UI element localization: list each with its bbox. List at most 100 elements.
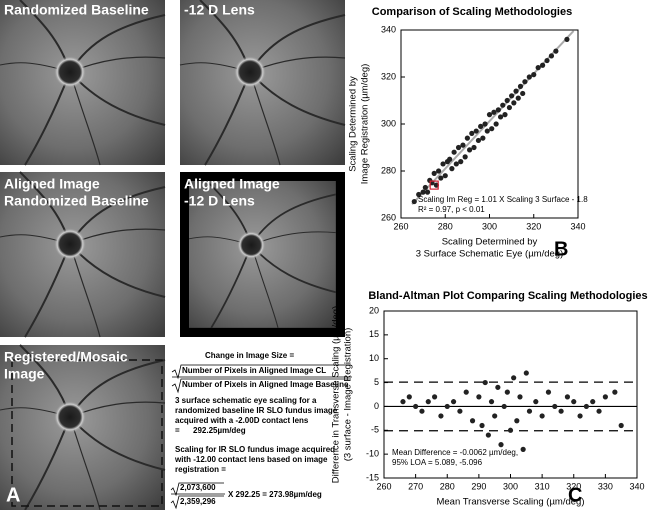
point — [515, 95, 521, 101]
point — [509, 93, 515, 99]
point — [602, 394, 608, 400]
image-label: Randomized Baseline — [4, 1, 149, 17]
numerator: 2,073,600 — [180, 483, 216, 492]
x-tick-label: 260 — [393, 221, 408, 231]
text-line: registration = — [175, 465, 226, 474]
point — [553, 48, 559, 54]
x-tick-label: 330 — [598, 481, 613, 491]
point — [422, 184, 428, 191]
point — [488, 399, 495, 405]
image-label: Registered/Mosaic — [4, 348, 128, 364]
x-tick-label: 340 — [570, 221, 585, 231]
point — [432, 394, 438, 400]
point — [482, 379, 488, 386]
point — [400, 399, 406, 405]
point — [526, 74, 532, 80]
chart-title: Bland-Altman Plot Comparing Scaling Meth… — [368, 290, 647, 302]
text-line: randomized baseline IR SLO fundus image — [175, 406, 338, 415]
point — [442, 173, 448, 179]
y-tick-label: 260 — [381, 212, 396, 222]
point — [444, 403, 450, 410]
point — [480, 135, 486, 141]
point — [479, 422, 485, 429]
point — [473, 128, 479, 134]
point — [504, 389, 510, 395]
y-axis-label: Difference in Transverse Scaling (µm/deg… — [331, 306, 342, 483]
point — [464, 135, 470, 141]
chart-title: Comparison of Scaling Methodologies — [372, 6, 572, 18]
point — [544, 57, 550, 64]
point — [493, 121, 499, 127]
point — [495, 107, 501, 113]
sqrt-sign — [170, 482, 224, 497]
point — [523, 370, 529, 376]
point — [424, 189, 431, 195]
annotation: Scaling Im Reg = 1.01 X Scaling 3 Surfac… — [418, 195, 588, 204]
point — [506, 104, 513, 111]
sqrt-sign — [171, 364, 351, 380]
x-tick-label: 260 — [376, 481, 391, 491]
point — [531, 72, 537, 78]
heading: Change in Image Size = — [205, 351, 294, 360]
point — [463, 389, 469, 395]
annotation: Mean Difference = -0.0062 µm/deg, — [392, 448, 518, 457]
numerator: Number of Pixels in Aligned Image CL — [182, 366, 326, 375]
panel-letter: B — [554, 238, 568, 260]
point — [476, 394, 482, 400]
highlight-marker — [429, 180, 439, 190]
point — [511, 375, 517, 381]
x-tick-label: 300 — [503, 481, 518, 491]
point — [618, 422, 624, 429]
y-tick-label: 300 — [381, 118, 396, 128]
point — [520, 446, 526, 452]
point — [458, 159, 464, 165]
point — [484, 128, 490, 134]
x-tick-label: 290 — [471, 481, 486, 491]
text-line: = 292.25µm/deg — [175, 426, 246, 435]
point — [552, 403, 558, 410]
x-tick-label: 310 — [535, 481, 550, 491]
panel-a: Randomized Baseline -12 D Lens Aligned I… — [0, 0, 346, 510]
x-tick-label: 300 — [482, 221, 497, 231]
point — [500, 102, 506, 108]
x-tick-label: 280 — [438, 221, 453, 231]
point — [495, 384, 501, 390]
point — [485, 432, 491, 438]
point — [436, 168, 442, 174]
point — [535, 65, 541, 71]
point — [416, 191, 422, 198]
point — [462, 154, 468, 160]
y-tick-label: 280 — [381, 165, 396, 175]
point — [469, 130, 475, 136]
point — [590, 399, 596, 405]
y-tick-label: 15 — [369, 329, 379, 339]
point — [466, 147, 473, 153]
point — [540, 62, 546, 68]
point — [469, 418, 476, 424]
point — [486, 112, 493, 118]
image-label: Aligned Image — [184, 175, 280, 191]
point — [507, 427, 514, 433]
y-axis-label: Scaling Determined by — [348, 76, 359, 172]
y-axis-label: (3 surface - Image Registration) — [343, 328, 354, 462]
image-label: Image — [4, 365, 45, 381]
point — [526, 408, 533, 414]
mosaic-border — [11, 359, 163, 507]
point — [504, 97, 510, 104]
annotation: 95% LOA = 5.089, -5.096 — [392, 458, 483, 467]
point — [548, 53, 555, 59]
point — [564, 394, 571, 400]
point — [577, 413, 583, 419]
point — [511, 100, 517, 106]
point — [492, 413, 498, 419]
fundus-image — [179, 0, 346, 166]
text-line: acquired with a -2.00D contact lens — [175, 416, 309, 425]
point — [539, 413, 545, 419]
point — [411, 198, 417, 205]
x-axis-label: 3 Surface Schematic Eye (µm/deg) — [416, 249, 564, 260]
point — [564, 36, 570, 43]
image-label: Aligned Image — [4, 175, 100, 191]
point — [440, 161, 446, 167]
point — [460, 142, 466, 148]
